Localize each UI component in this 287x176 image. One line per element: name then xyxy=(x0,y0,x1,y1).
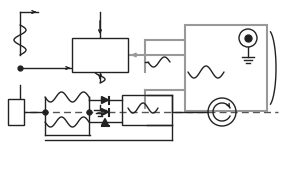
Bar xyxy=(122,95,172,125)
Bar xyxy=(185,25,267,111)
Polygon shape xyxy=(102,96,108,103)
Bar xyxy=(8,99,24,125)
Bar xyxy=(72,38,128,72)
Polygon shape xyxy=(102,108,108,115)
Polygon shape xyxy=(102,118,108,125)
